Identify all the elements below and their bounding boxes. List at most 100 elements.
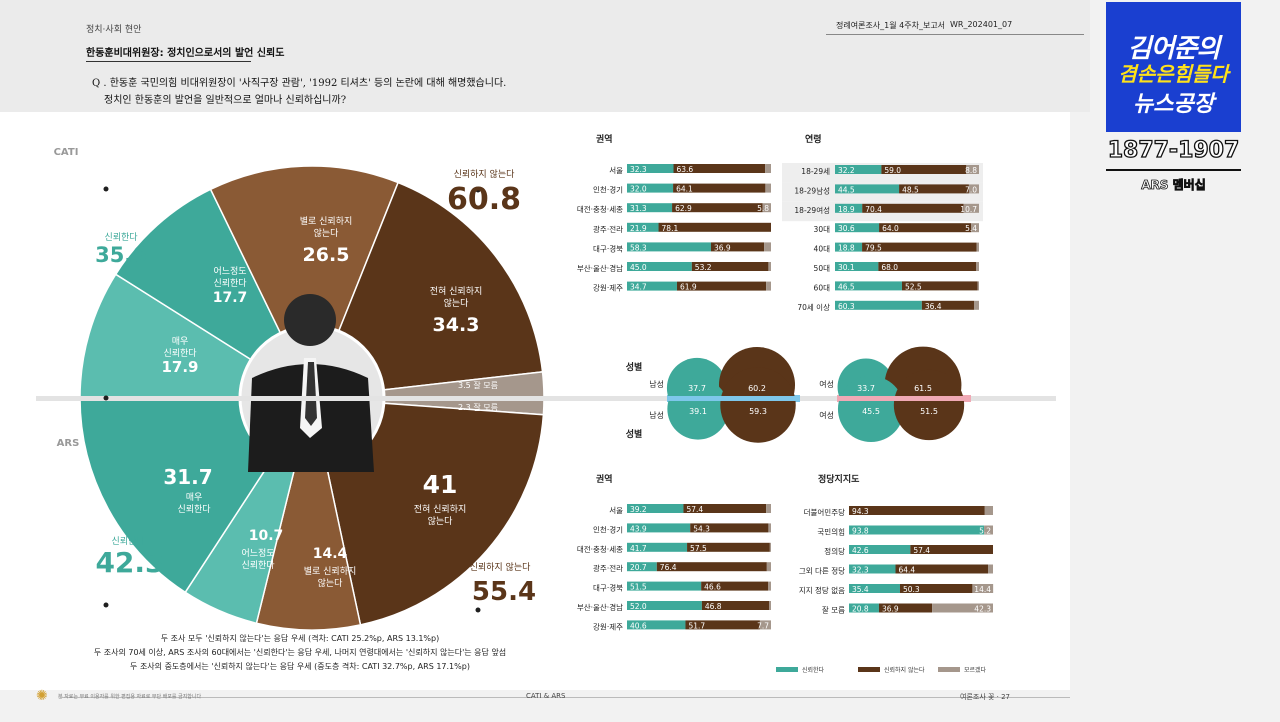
- ars-region-title: 권역: [596, 473, 613, 485]
- cati-region-value-distrust: 63.6: [677, 165, 694, 174]
- legend-label: 모르겠다: [964, 666, 987, 674]
- cati-region-value-distrust: 78.1: [662, 224, 679, 233]
- ars-region-value-trust: 39.2: [630, 505, 647, 514]
- ars-region-value-trust: 51.5: [630, 583, 647, 592]
- title-underline: [86, 61, 251, 62]
- cati-age-value-trust: 30.1: [838, 263, 855, 272]
- cati-age-bar-unknown: [977, 281, 979, 291]
- bubble-female-ars-trust: [837, 375, 905, 443]
- cati-region-category: 대전·충청·세종: [577, 204, 623, 214]
- cati-age-value-trust: 32.2: [838, 166, 855, 175]
- ars-party-value-trust: 35.4: [852, 585, 869, 594]
- footer-center: CATI & ARS: [526, 692, 566, 700]
- cati-region-value-trust: 34.7: [630, 283, 647, 292]
- slice-value: 10.7: [249, 528, 284, 544]
- ars-region-value-distrust: 46.8: [705, 602, 722, 611]
- female-cati-distrust-value: 61.5: [914, 384, 932, 393]
- cati-region-bar-distrust: [676, 281, 767, 291]
- cati-region-bar-trust: [627, 203, 673, 213]
- ars-region-category: 부산·울산·경남: [577, 602, 623, 612]
- cati-age-bar-trust: [835, 184, 900, 194]
- slice-label: 어느정도: [213, 266, 246, 277]
- cati-region-value-trust: 32.3: [630, 165, 647, 174]
- badge-line-1: 김어준의: [1127, 34, 1221, 64]
- ars-party-bar-trust: [849, 603, 879, 613]
- cati-age-category: 70세 이상: [797, 302, 830, 312]
- female-label-ars: 여성: [819, 410, 834, 420]
- cati-region-value-trust: 21.9: [630, 224, 647, 233]
- cati-age-bar-trust: [835, 242, 863, 252]
- slice-label: 않는다: [314, 228, 340, 239]
- footer-disclaimer: 본 자료는 무료 이용자를 위한 편집용 자료로 무단 배포를 금지합니다: [58, 694, 202, 700]
- ars-region-bar-trust: [627, 523, 691, 533]
- legend-label: 신뢰한다: [802, 666, 825, 674]
- ars-region-value-trust: 52.0: [630, 602, 647, 611]
- cati-region-value-trust: 45.0: [630, 263, 647, 272]
- cati-age-value-distrust: 52.5: [905, 282, 922, 291]
- ars-region-category: 강원·제주: [593, 621, 623, 631]
- ars-party-bar-distrust: [910, 545, 993, 554]
- ars-membership-label: ARS 멤버십: [1141, 178, 1206, 193]
- cati-age-bar-trust: [835, 203, 863, 213]
- ars-party-bar-distrust: [849, 506, 985, 515]
- cati-age-bar-unknown: [971, 223, 979, 233]
- cati-age-bar-unknown: [968, 184, 979, 194]
- cati-age-bar-trust: [835, 300, 922, 310]
- page-title: 한동훈비대위원장: 정치인으로서의 발언 신뢰도: [86, 48, 285, 59]
- female-label-cati: 여성: [819, 379, 834, 389]
- cati-region-bar-unknown: [766, 281, 771, 291]
- cati-region-title: 권역: [596, 133, 613, 145]
- show-logo-badge: 김어준의 겸손은힘들다 뉴스공장: [1106, 2, 1241, 132]
- ars-tag: ARS: [57, 438, 80, 449]
- ars-party-value-trust: 42.6: [852, 546, 869, 555]
- ars-distrust-label: 신뢰하지 않는다: [470, 562, 532, 573]
- slice-label: 별로 신뢰하지: [300, 216, 353, 227]
- ars-party-bar-unknown: [972, 584, 994, 593]
- slice-label: 신뢰한다: [213, 278, 247, 289]
- cati-region-bar-unknown: [765, 164, 771, 173]
- legend-swatch: [938, 667, 960, 672]
- ars-region-bar-unknown: [769, 601, 771, 610]
- ars-region-bar-distrust: [683, 504, 767, 513]
- cati-age-bar-trust: [835, 223, 880, 233]
- ars-region-bar-distrust: [701, 601, 770, 610]
- cati-region-value-distrust: 36.9: [714, 243, 731, 252]
- slice-label: 신뢰한다: [163, 348, 197, 359]
- ars-region-value-distrust: 51.7: [688, 621, 705, 630]
- ars-trust-total: 42.3: [95, 546, 164, 579]
- cati-region-category: 인천·경기: [593, 185, 623, 195]
- cati-age-bar-unknown: [974, 300, 979, 310]
- cati-age-bar-distrust: [878, 262, 977, 271]
- legend-label: 신뢰하지 않는다: [884, 666, 925, 674]
- bubble-male-ars-distrust: [720, 367, 796, 443]
- ars-region-bar-trust: [627, 562, 657, 572]
- ars-region-value-distrust: 54.3: [693, 524, 710, 533]
- male-cati-distrust-value: 60.2: [748, 384, 766, 393]
- report-name: 정례여론조사_1월 4주차_보고서: [836, 21, 946, 30]
- person-head-icon: [284, 294, 336, 346]
- slice-label-dk: 2.3 잘 모름: [458, 403, 498, 412]
- category-label: 정치·사회 현안: [86, 25, 142, 35]
- slice-label: 별로 신뢰하지: [304, 566, 357, 577]
- note-line: 두 조사의 중도층에서는 '신뢰하지 않는다'는 응답 우세 (중도층 격차: …: [130, 661, 470, 671]
- cati-region-bar-distrust: [672, 203, 763, 213]
- ars-region-category: 인천·경기: [593, 524, 623, 534]
- ars-region-bar-distrust: [685, 620, 760, 630]
- cati-region-bar-trust: [627, 242, 711, 252]
- cati-age-value-unknown: 10.7: [960, 205, 977, 214]
- cati-age-category: 40대: [814, 245, 831, 254]
- cati-distrust-label: 신뢰하지 않는다: [454, 169, 516, 180]
- ars-region-bar-distrust: [690, 523, 769, 533]
- cati-tag: CATI: [54, 147, 79, 158]
- cati-region-bar-unknown: [765, 183, 771, 193]
- cati-age-value-distrust: 79.5: [865, 244, 882, 253]
- ars-party-bar-unknown: [984, 506, 993, 515]
- cati-region-category: 서울: [609, 166, 623, 175]
- distrust-marker-dot: [475, 607, 481, 613]
- cati-age-value-unknown: 7.0: [965, 185, 977, 194]
- cati-region-bar-unknown: [768, 262, 771, 271]
- ars-party-value-distrust: 64.4: [899, 566, 916, 575]
- cati-region-bar-unknown: [762, 203, 771, 213]
- slice-label: 매우: [186, 492, 203, 503]
